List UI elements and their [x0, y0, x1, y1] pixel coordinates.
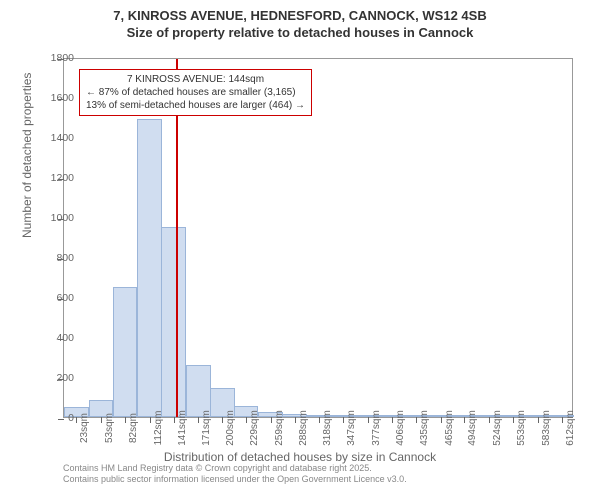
- x-tick-label: 612sqm: [565, 410, 576, 446]
- x-tick: [368, 417, 369, 423]
- x-tick-label: 171sqm: [201, 410, 212, 446]
- x-tick-label: 347sqm: [346, 410, 357, 446]
- x-tick-label: 200sqm: [225, 410, 236, 446]
- x-tick-label: 23sqm: [79, 413, 90, 443]
- y-tick-label: 1200: [34, 172, 74, 184]
- y-tick-label: 1800: [34, 52, 74, 64]
- x-tick-label: 259sqm: [274, 410, 285, 446]
- x-tick-label: 82sqm: [128, 413, 139, 443]
- x-tick: [76, 417, 77, 423]
- x-tick-label: 465sqm: [444, 410, 455, 446]
- y-tick-label: 200: [34, 372, 74, 384]
- y-tick-label: 1600: [34, 92, 74, 104]
- x-tick-label: 553sqm: [516, 410, 527, 446]
- x-tick-label: 583sqm: [541, 410, 552, 446]
- histogram-bar: [186, 365, 211, 417]
- x-tick-label: 406sqm: [395, 410, 406, 446]
- x-tick: [125, 417, 126, 423]
- y-tick-label: 400: [34, 332, 74, 344]
- x-tick-label: 435sqm: [419, 410, 430, 446]
- x-tick: [101, 417, 102, 423]
- y-tick-label: 0: [34, 412, 74, 424]
- x-tick-label: 524sqm: [492, 410, 503, 446]
- histogram-bar: [161, 227, 186, 417]
- x-tick: [198, 417, 199, 423]
- y-tick-label: 800: [34, 252, 74, 264]
- title-line-1: 7, KINROSS AVENUE, HEDNESFORD, CANNOCK, …: [8, 8, 592, 25]
- annotation-line-3: 13% of semi-detached houses are larger (…: [86, 99, 305, 112]
- x-tick: [538, 417, 539, 423]
- x-tick-label: 229sqm: [249, 410, 260, 446]
- attribution: Contains HM Land Registry data © Crown c…: [63, 463, 407, 486]
- histogram-bar: [137, 119, 162, 417]
- x-tick: [416, 417, 417, 423]
- attribution-line-2: Contains public sector information licen…: [63, 474, 407, 486]
- x-tick: [271, 417, 272, 423]
- annotation-box: 7 KINROSS AVENUE: 144sqm← 87% of detache…: [79, 69, 312, 116]
- y-tick-label: 1000: [34, 212, 74, 224]
- annotation-line-2: ← 87% of detached houses are smaller (3,…: [86, 86, 305, 99]
- x-tick: [246, 417, 247, 423]
- x-tick: [319, 417, 320, 423]
- x-tick: [441, 417, 442, 423]
- x-tick: [392, 417, 393, 423]
- histogram-bar: [113, 287, 138, 417]
- x-tick: [343, 417, 344, 423]
- x-tick-label: 288sqm: [298, 410, 309, 446]
- x-tick-label: 141sqm: [177, 410, 188, 446]
- attribution-line-1: Contains HM Land Registry data © Crown c…: [63, 463, 407, 475]
- x-tick: [222, 417, 223, 423]
- plot-area: 7 KINROSS AVENUE: 144sqm← 87% of detache…: [63, 58, 573, 418]
- chart-title: 7, KINROSS AVENUE, HEDNESFORD, CANNOCK, …: [8, 8, 592, 42]
- y-tick-label: 1400: [34, 132, 74, 144]
- x-tick: [489, 417, 490, 423]
- title-line-2: Size of property relative to detached ho…: [8, 25, 592, 42]
- annotation-line-1: 7 KINROSS AVENUE: 144sqm: [86, 73, 305, 86]
- chart-container: 7, KINROSS AVENUE, HEDNESFORD, CANNOCK, …: [8, 8, 592, 492]
- y-tick-label: 600: [34, 292, 74, 304]
- x-tick: [513, 417, 514, 423]
- x-tick-label: 318sqm: [322, 410, 333, 446]
- x-tick-label: 377sqm: [371, 410, 382, 446]
- x-tick: [464, 417, 465, 423]
- x-tick-label: 494sqm: [467, 410, 478, 446]
- x-tick: [174, 417, 175, 423]
- x-tick-label: 112sqm: [153, 411, 164, 446]
- x-tick-label: 53sqm: [104, 413, 115, 443]
- y-axis-label: Number of detached properties: [20, 73, 34, 238]
- x-tick: [150, 417, 151, 423]
- x-tick: [562, 417, 563, 423]
- x-tick: [295, 417, 296, 423]
